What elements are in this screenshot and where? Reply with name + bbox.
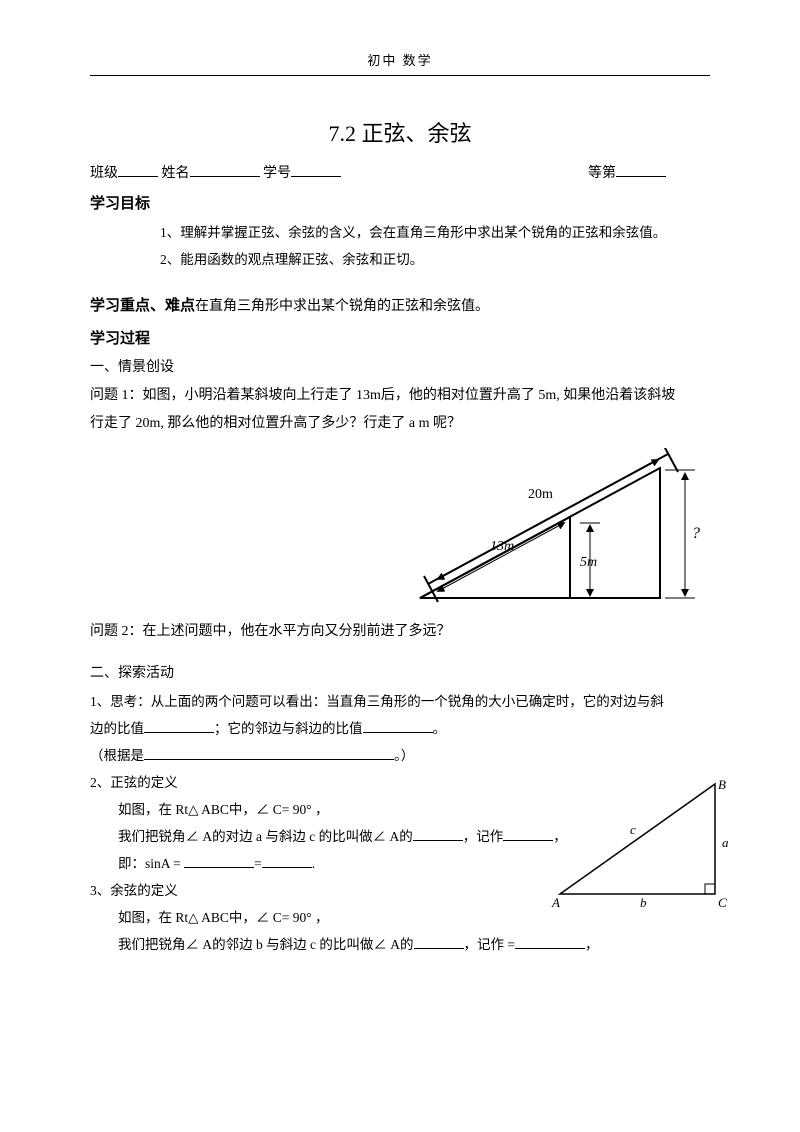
page-title: 7.2 正弦、余弦 (90, 116, 710, 148)
think-line-b: 边的比值 ；它的邻边与斜边的比值 。 (90, 715, 710, 742)
question-1-line-a: 问题 1：如图，小明沿着某斜坡向上行走了 13m后，他的相对位置升高了 5m, … (90, 382, 710, 410)
explore-heading: 二、探索活动 (90, 660, 710, 688)
class-blank[interactable] (118, 163, 158, 177)
class-label: 班级 (90, 166, 118, 181)
label-20m: 20m (528, 487, 553, 502)
think-b-1: 边的比值 (90, 721, 144, 736)
focus-text: 在直角三角形中求出某个锐角的正弦和余弦值。 (195, 299, 489, 314)
sine-blank-3[interactable] (184, 854, 254, 868)
sine-blank-1[interactable] (413, 827, 463, 841)
label-question-mark: ? (692, 525, 700, 542)
think-b-3: 。 (433, 721, 447, 736)
cos-blank-2[interactable] (515, 935, 585, 949)
name-blank[interactable] (190, 163, 260, 177)
think-b-2: ；它的邻边与斜边的比值 (214, 721, 363, 736)
cos-b-2: ，记作 = (464, 937, 516, 952)
sine-blank-2[interactable] (503, 827, 553, 841)
svg-text:A: A (551, 895, 560, 909)
cos-b-3: ， (585, 937, 599, 952)
cosine-def-b: 我们把锐角∠ A的邻边 b 与斜边 c 的比叫做∠ A的 ，记作 = ， (90, 931, 710, 958)
think-line-c: （根据是 。） (90, 742, 710, 769)
sine-blank-4[interactable] (262, 854, 312, 868)
process-heading: 学习过程 (90, 327, 710, 348)
sid-blank[interactable] (291, 163, 341, 177)
goal-item-1: 1、理解并掌握正弦、余弦的含义，会在直角三角形中求出某个锐角的正弦和余弦值。 (160, 219, 710, 246)
slope-diagram: 20m 13m 5m ? (90, 448, 710, 608)
right-triangle-diagram: A B C c a b (550, 779, 740, 909)
focus-heading: 学习重点、难点 (90, 298, 195, 314)
think-line-a: 1、思考：从上面的两个问题可以看出：当直角三角形的一个锐角的大小已确定时，它的对… (90, 688, 710, 715)
page-header: 初中 数学 (90, 50, 710, 76)
question-1-line-b: 行走了 20m, 那么他的相对位置升高了多少？行走了 a m 呢？ (90, 410, 710, 438)
sid-label: 学号 (263, 166, 291, 181)
sine-b-2: ，记作 (463, 829, 504, 844)
question-2: 问题 2：在上述问题中，他在水平方向又分别前进了多远？ (90, 618, 710, 646)
rank-label: 等第 (588, 166, 616, 181)
goals-heading: 学习目标 (90, 192, 710, 213)
sine-c-3: . (312, 856, 315, 871)
cos-b-1: 我们把锐角∠ A的邻边 b 与斜边 c 的比叫做∠ A的 (118, 937, 414, 952)
cos-blank-1[interactable] (414, 935, 464, 949)
think-c-1: （根据是 (90, 748, 144, 763)
sine-b-1: 我们把锐角∠ A的对边 a 与斜边 c 的比叫做∠ A的 (118, 829, 413, 844)
think-blank-1[interactable] (144, 719, 214, 733)
student-info-line: 班级 姓名 学号 等第 (90, 162, 710, 182)
svg-text:a: a (722, 835, 729, 850)
think-blank-3[interactable] (144, 746, 394, 760)
rank-blank[interactable] (616, 163, 666, 177)
sine-c-2: = (254, 856, 262, 871)
goal-item-2: 2、能用函数的观点理解正弦、余弦和正切。 (160, 246, 710, 273)
svg-text:C: C (718, 895, 727, 909)
svg-text:c: c (630, 822, 636, 837)
label-5m: 5m (580, 555, 597, 570)
name-label: 姓名 (162, 166, 190, 181)
svg-text:B: B (718, 779, 726, 792)
label-13m: 13m (490, 539, 514, 554)
scene-heading: 一、情景创设 (90, 354, 710, 382)
sine-c-1: 即：sinA = (118, 856, 184, 871)
think-blank-2[interactable] (363, 719, 433, 733)
svg-text:b: b (640, 895, 647, 909)
think-c-2: 。） (394, 748, 414, 763)
